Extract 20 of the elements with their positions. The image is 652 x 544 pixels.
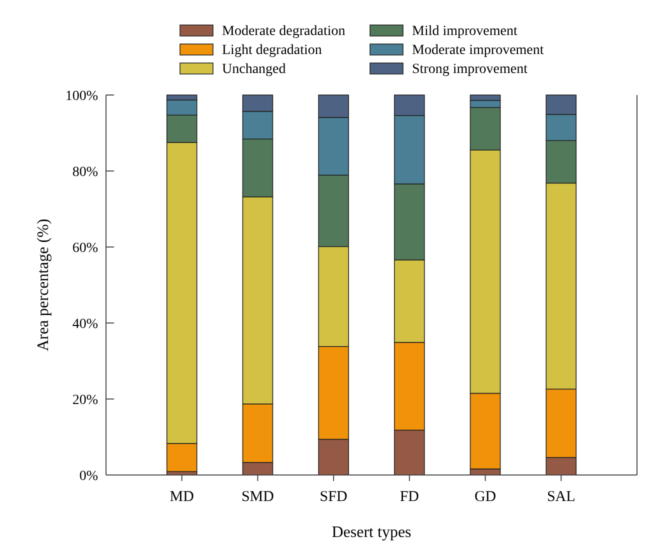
x-tick-label: GD — [474, 489, 496, 505]
x-tick-label: MD — [170, 489, 194, 505]
legend-label: Unchanged — [222, 62, 286, 77]
x-tick-label: FD — [400, 489, 420, 505]
legend-label: Mild improvement — [412, 24, 518, 39]
x-tick-label: SFD — [320, 489, 348, 505]
y-tick-label: 20% — [72, 392, 98, 408]
legend-label: Moderate improvement — [412, 43, 544, 58]
x-tick-label: SMD — [241, 489, 274, 505]
y-tick-label: 0% — [79, 468, 98, 484]
x-tick-label: SAL — [546, 489, 576, 505]
y-tick-label: 60% — [72, 240, 98, 256]
y-tick-label: 100% — [65, 88, 98, 104]
legend-label: Strong improvement — [412, 62, 528, 77]
legend-label: Light degradation — [222, 43, 322, 58]
y-tick-label: 40% — [72, 316, 98, 332]
y-tick-label: 80% — [72, 164, 98, 180]
y-axis-title: Area percentage (%) — [35, 218, 52, 352]
legend-label: Moderate degradation — [222, 24, 346, 39]
x-axis-title: Desert types — [332, 524, 412, 541]
